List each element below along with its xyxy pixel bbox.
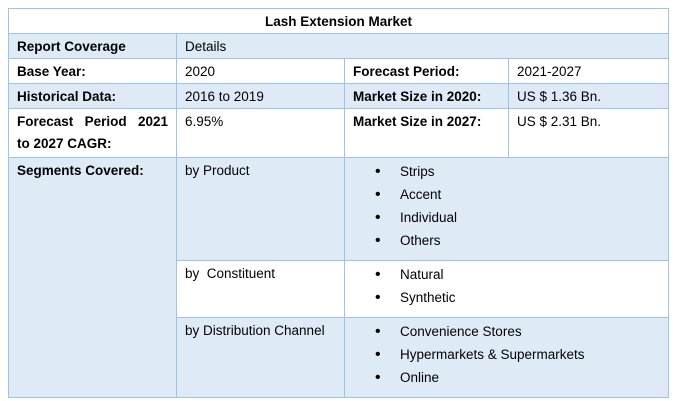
list-item: Others: [353, 229, 660, 252]
table-title: Lash Extension Market: [7, 8, 670, 34]
list-item: Natural: [353, 263, 660, 286]
title-row: Lash Extension Market: [7, 8, 670, 34]
list-item: Synthetic: [353, 286, 660, 309]
segment-list: Strips Accent Individual Others: [353, 160, 660, 252]
segment-items: Convenience Stores Hypermarkets & Superm…: [343, 317, 670, 398]
segments-covered-label: Segments Covered:: [8, 157, 177, 398]
segment-group-name: by Product: [176, 157, 345, 261]
segment-items: Natural Synthetic: [343, 260, 670, 318]
base-year-label: Base Year:: [8, 58, 177, 84]
header-row: Report Coverage Details: [8, 33, 670, 59]
segment-group-name: by Distribution Channel: [176, 317, 345, 398]
forecast-period-label: Forecast Period:: [344, 58, 509, 84]
forecast-period-value: 2021-2027: [507, 58, 670, 84]
cagr-label: Forecast Period 2021 to 2027 CAGR:: [8, 108, 177, 158]
details-label: Details: [175, 33, 670, 59]
historical-data-label: Historical Data:: [8, 83, 177, 109]
table-row: Historical Data: 2016 to 2019 Market Siz…: [8, 83, 670, 109]
list-item: Online: [353, 366, 660, 389]
segment-row-constituent: by Constituent Natural Synthetic: [8, 260, 670, 318]
cagr-value: 6.95%: [176, 108, 345, 158]
list-item: Convenience Stores: [353, 320, 660, 343]
report-coverage-label: Report Coverage: [8, 33, 177, 59]
segment-list: Natural Synthetic: [353, 263, 660, 309]
segment-items: Strips Accent Individual Others: [343, 157, 670, 261]
table-row: Forecast Period 2021 to 2027 CAGR: 6.95%…: [8, 108, 670, 158]
table-row: Base Year: 2020 Forecast Period: 2021-20…: [8, 58, 670, 84]
market-size-2027-label: Market Size in 2027:: [344, 108, 509, 158]
list-item: Accent: [353, 183, 660, 206]
base-year-value: 2020: [176, 58, 345, 84]
segment-row-product: Segments Covered: by Product Strips Acce…: [8, 157, 670, 398]
market-size-2027-value: US $ 2.31 Bn.: [507, 108, 670, 158]
market-report-table: Lash Extension Market Report Coverage De…: [7, 8, 670, 398]
market-size-2020-value: US $ 1.36 Bn.: [507, 83, 670, 109]
market-size-2020-label: Market Size in 2020:: [344, 83, 509, 109]
list-item: Hypermarkets & Supermarkets: [353, 343, 660, 366]
segment-row-distribution: by Distribution Channel Convenience Stor…: [8, 317, 670, 398]
list-item: Individual: [353, 206, 660, 229]
segment-list: Convenience Stores Hypermarkets & Superm…: [353, 320, 660, 389]
list-item: Strips: [353, 160, 660, 183]
segment-group-name: by Constituent: [176, 260, 345, 318]
historical-data-value: 2016 to 2019: [176, 83, 345, 109]
